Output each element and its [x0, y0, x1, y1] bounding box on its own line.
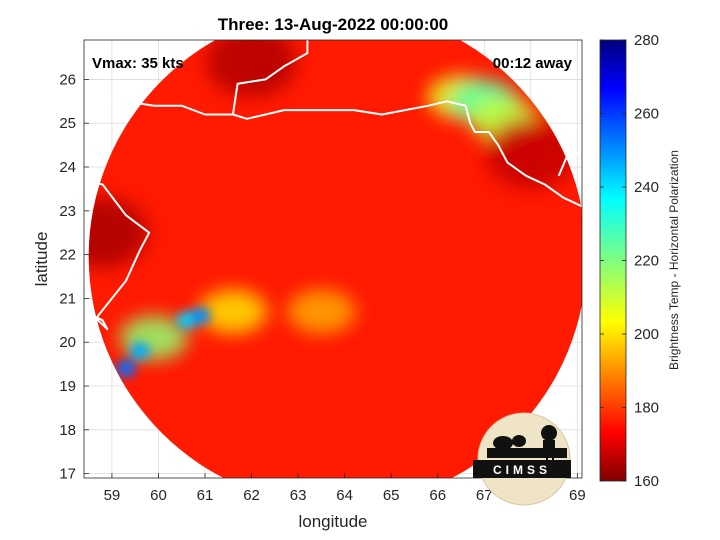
- x-tick-label: 64: [336, 487, 353, 504]
- pakistan-coast-land: [485, 118, 576, 189]
- colorbar-ticks: 160 180 200 220 240 260 280: [600, 32, 659, 490]
- y-tick-label: 18: [59, 422, 76, 439]
- brightness-swath: [88, 40, 582, 478]
- colorbar-tick-label: 200: [634, 326, 659, 343]
- x-tick-label: 63: [290, 487, 307, 504]
- y-tick-label: 22: [59, 247, 76, 264]
- core-cluster-b: [129, 341, 150, 360]
- band-cyan: [198, 289, 267, 334]
- vmax-annotation: Vmax: 35 kts: [92, 55, 184, 72]
- axes-frame: [83, 39, 583, 479]
- coastline: [84, 40, 582, 335]
- y-axis-label: latitude: [32, 232, 51, 287]
- iran-coast-land: [206, 40, 297, 97]
- x-tick-label: 66: [429, 487, 446, 504]
- chart-title: Three: 13-Aug-2022 00:00:00: [218, 15, 449, 34]
- x-tick-label: 67: [476, 487, 493, 504]
- x-axis-label: longitude: [298, 512, 367, 531]
- core-cluster-d: [190, 306, 211, 325]
- colorbar-tick-label: 240: [634, 179, 659, 196]
- y-tick-label: 23: [59, 203, 76, 220]
- y-tick-label: 26: [59, 71, 76, 88]
- x-tick-label: 59: [104, 487, 121, 504]
- y-ticks: 17 18 19 20 21 22 23 24 25 26: [59, 71, 89, 483]
- band-cyan-east: [287, 289, 356, 334]
- x-tick-label: 60: [150, 487, 167, 504]
- colorbar-tick-label: 280: [634, 32, 659, 49]
- colorbar-tick-label: 220: [634, 253, 659, 270]
- y-tick-label: 17: [59, 466, 76, 483]
- colorbar-tick-label: 180: [634, 400, 659, 417]
- y-tick-label: 19: [59, 378, 76, 395]
- x-tick-label: 69: [569, 487, 586, 504]
- y-tick-label: 25: [59, 115, 76, 132]
- cimss-logo-text: CIMSS: [493, 463, 551, 477]
- colorbar: [599, 39, 627, 482]
- colorbar-label: Brightness Temp - Horizontal Polarizatio…: [667, 150, 681, 370]
- x-tick-label: 61: [197, 487, 214, 504]
- colorbar-tick-label: 160: [634, 473, 659, 490]
- time-offset-annotation: 00:12 away: [493, 55, 573, 72]
- y-tick-label: 21: [59, 290, 76, 307]
- border-iran-pakistan: [231, 40, 309, 115]
- x-tick-label: 62: [243, 487, 260, 504]
- y-tick-label: 20: [59, 334, 76, 351]
- coast-arabia-island: [92, 314, 109, 331]
- swath-background: [88, 40, 582, 478]
- border-pakistan-india: [557, 152, 582, 177]
- x-tick-label: 65: [383, 487, 400, 504]
- cimss-logo: CIMSS: [473, 412, 571, 506]
- coast-iran-pakistan: [84, 95, 582, 208]
- y-tick-label: 24: [59, 159, 76, 176]
- coast-arabia: [84, 179, 151, 335]
- core-cluster-a: [115, 359, 136, 378]
- colorbar-tick-label: 260: [634, 106, 659, 123]
